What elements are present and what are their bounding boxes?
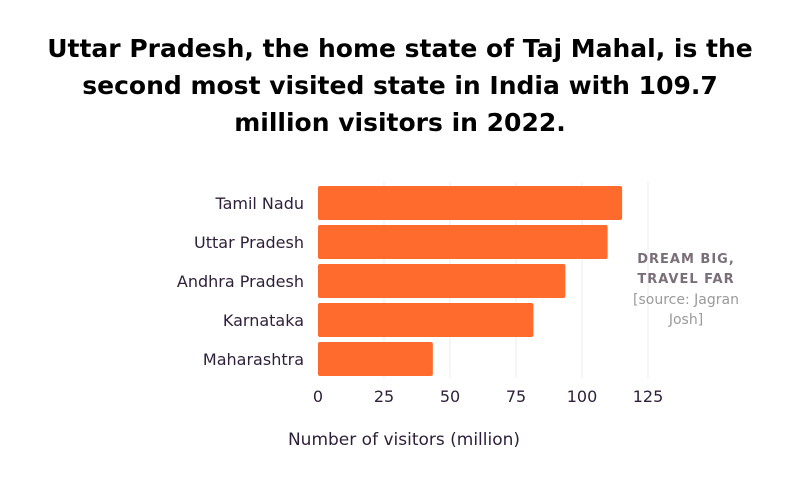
bars [318,186,623,376]
x-tick-25: 25 [374,387,394,406]
category-label-andhra-pradesh: Andhra Pradesh [177,272,304,291]
bar-andhra-pradesh [318,264,566,298]
x-tick-50: 50 [440,387,460,406]
x-tick-0: 0 [313,387,323,406]
x-tick-125: 125 [633,387,664,406]
side-note: DREAM BIG, TRAVEL FAR [source: Jagran Jo… [622,250,750,330]
x-tick-labels: 0 25 50 75 100 125 [313,387,663,406]
bar-uttar-pradesh [318,225,608,259]
bar-karnataka [318,303,534,337]
category-label-tamil-nadu: Tamil Nadu [214,194,304,213]
x-axis-title: Number of visitors (million) [288,430,520,450]
category-label-maharashtra: Maharashtra [203,350,304,369]
x-tick-75: 75 [506,387,526,406]
category-labels: Tamil Nadu Uttar Pradesh Andhra Pradesh Kar… [177,194,304,369]
x-tick-100: 100 [567,387,598,406]
category-label-karnataka: Karnataka [223,311,304,330]
tagline-line1: DREAM BIG, [637,252,735,267]
category-label-uttar-pradesh: Uttar Pradesh [194,233,304,252]
chart-title: Uttar Pradesh, the home state of Taj Mah… [47,34,753,137]
source-note: [source: Jagran Josh] [633,292,739,328]
bar-maharashtra [318,342,433,376]
tagline-line2: TRAVEL FAR [637,272,735,287]
bar-tamil-nadu [318,186,623,220]
